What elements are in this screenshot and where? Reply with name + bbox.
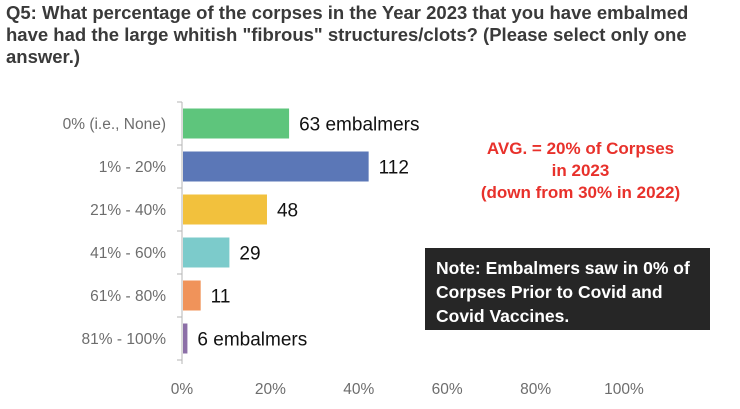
x-tick-label: 0% [171, 381, 194, 398]
average-annotation: AVG. = 20% of Corpses in 2023 (down from… [448, 138, 713, 204]
x-tick-label: 80% [520, 381, 551, 398]
data-label: 48 [277, 201, 298, 222]
data-label: 112 [379, 158, 409, 179]
category-label: 21% - 40% [90, 202, 166, 219]
average-annotation-line-1: AVG. = 20% of Corpses [486, 139, 675, 158]
category-label: 41% - 60% [90, 245, 166, 262]
bar [183, 237, 230, 268]
bar [183, 280, 201, 311]
note-box: Note: Embalmers saw in 0% of Corpses Pri… [425, 248, 710, 330]
data-label: 11 [211, 287, 231, 308]
data-label: 6 embalmers [197, 330, 307, 351]
x-tick-label: 20% [255, 381, 286, 398]
bar [183, 151, 369, 182]
average-annotation-line-3: (down from 30% in 2022) [480, 183, 681, 202]
data-label: 29 [239, 244, 260, 265]
category-label: 0% (i.e., None) [63, 116, 166, 133]
data-label: 63 embalmers [299, 115, 419, 136]
category-label: 1% - 20% [99, 159, 166, 176]
x-tick-label: 100% [604, 381, 644, 398]
bar [183, 323, 188, 354]
average-annotation-line-2: in 2023 [551, 161, 610, 180]
bar [183, 108, 290, 139]
category-label: 81% - 100% [82, 331, 167, 348]
category-label: 61% - 80% [90, 288, 166, 305]
bar [183, 194, 267, 225]
x-tick-label: 40% [343, 381, 374, 398]
chart-title: Q5: What percentage of the corpses in th… [6, 2, 689, 67]
x-tick-label: 60% [432, 381, 463, 398]
